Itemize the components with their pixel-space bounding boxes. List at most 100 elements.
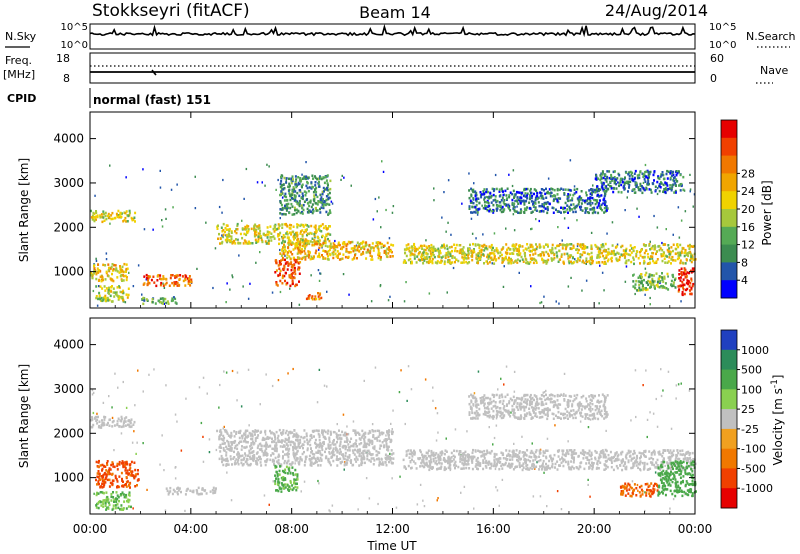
- velocity-echo-cell: [275, 447, 278, 450]
- velocity-echo-cell: [297, 444, 300, 448]
- power-echo-cell: [293, 276, 296, 280]
- power-echo-cell: [297, 249, 300, 252]
- power-noise-cell: [381, 160, 383, 163]
- velocity-echo-cell: [221, 457, 224, 461]
- velocity-echo-cell: [363, 440, 366, 443]
- power-echo-cell: [676, 257, 679, 261]
- power-echo-cell: [118, 271, 121, 274]
- velocity-echo-cell: [345, 459, 348, 462]
- power-noise-cell: [277, 178, 279, 182]
- velocity-echo-cell: [257, 458, 260, 462]
- velocity-echo-cell: [281, 439, 284, 442]
- power-echo-cell: [227, 232, 230, 236]
- velocity-echo-cell: [272, 447, 275, 451]
- power-echo-cell: [308, 232, 310, 236]
- power-echo-cell: [325, 210, 328, 214]
- velocity-echo-cell: [104, 504, 107, 508]
- velocity-echo-cell: [306, 442, 309, 446]
- power-echo-cell: [639, 170, 642, 174]
- power-echo-cell: [336, 254, 339, 257]
- power-echo-cell: [97, 269, 100, 273]
- power-colorbar-segment: [721, 137, 737, 156]
- power-echo-cell: [641, 255, 644, 259]
- power-echo-cell: [103, 219, 106, 222]
- power-noise-cell: [558, 302, 560, 305]
- power-echo-cell: [682, 247, 685, 250]
- velocity-echo-cell: [251, 451, 254, 454]
- power-echo-cell: [302, 203, 305, 207]
- power-echo-cell: [328, 212, 331, 215]
- power-echo-cell: [325, 195, 328, 198]
- power-echo-cell: [543, 189, 545, 192]
- velocity-echo-cell: [363, 444, 366, 447]
- power-echo-cell: [476, 257, 478, 261]
- velocity-noise-cell: [498, 504, 500, 507]
- power-echo-cell: [473, 250, 476, 254]
- velocity-echo-cell: [244, 430, 247, 434]
- power-echo-cell: [281, 249, 284, 252]
- power-echo-cell: [546, 243, 549, 246]
- velocity-echo-cell: [252, 459, 255, 462]
- power-echo-cell: [571, 198, 574, 202]
- power-echo-cell: [415, 247, 418, 251]
- velocity-echo-cell: [333, 438, 335, 442]
- power-echo-cell: [609, 180, 612, 184]
- velocity-echo-cell: [294, 445, 297, 448]
- velocity-echo-cell: [124, 466, 127, 470]
- velocity-echo-cell: [288, 462, 291, 466]
- power-echo-cell: [648, 262, 650, 265]
- power-echo-cell: [648, 176, 650, 179]
- power-echo-cell: [648, 275, 651, 278]
- velocity-echo-cell: [364, 432, 367, 435]
- velocity-echo-cell: [283, 440, 286, 443]
- velocity-echo-cell: [296, 436, 299, 439]
- velocity-echo-cell: [319, 442, 322, 445]
- power-echo-cell: [324, 203, 327, 207]
- velocity-echo-cell: [185, 489, 188, 493]
- power-echo-cell: [501, 258, 504, 261]
- power-echo-cell: [297, 256, 300, 259]
- power-echo-cell: [90, 209, 92, 213]
- velocity-noise-cell: [316, 401, 319, 404]
- power-echo-cell: [308, 242, 311, 246]
- power-echo-cell: [656, 258, 659, 261]
- power-echo-cell: [369, 254, 372, 257]
- power-echo-cell: [597, 177, 600, 180]
- power-echo-cell: [292, 225, 295, 228]
- power-echo-cell: [622, 253, 625, 257]
- power-echo-cell: [601, 261, 604, 264]
- power-echo-cell: [146, 282, 149, 286]
- power-echo-cell: [441, 244, 444, 247]
- power-echo-cell: [655, 252, 657, 256]
- velocity-noise-cell: [398, 391, 401, 394]
- velocity-noise-cell: [371, 423, 374, 426]
- velocity-echo-cell: [378, 447, 381, 450]
- power-echo-cell: [633, 188, 636, 191]
- power-noise-cell: [503, 265, 505, 268]
- power-echo-cell: [115, 293, 118, 296]
- power-echo-cell: [567, 193, 570, 196]
- velocity-echo-cell: [274, 449, 277, 452]
- velocity-echo-cell: [223, 428, 226, 432]
- power-echo-cell: [286, 268, 289, 271]
- velocity-noise-cell: [669, 507, 671, 510]
- velocity-echo-cell: [308, 440, 311, 443]
- velocity-echo-cell: [253, 454, 256, 457]
- velocity-echo-cell: [127, 498, 130, 501]
- power-echo-cell: [542, 203, 545, 206]
- velocity-echo-cell: [238, 430, 241, 434]
- power-echo-cell: [157, 274, 160, 277]
- velocity-heatmap: [90, 365, 697, 513]
- power-echo-cell: [184, 277, 187, 280]
- power-echo-cell: [436, 249, 439, 252]
- power-echo-cell: [301, 235, 304, 238]
- power-echo-cell: [315, 190, 318, 194]
- velocity-echo-cell: [287, 449, 290, 452]
- velocity-noise-cell: [652, 412, 655, 415]
- power-echo-cell: [627, 173, 630, 176]
- velocity-noise-cell: [481, 396, 483, 399]
- velocity-echo-cell: [122, 493, 125, 496]
- power-echo-cell: [320, 201, 323, 204]
- velocity-echo-cell: [348, 449, 351, 452]
- power-echo-cell: [321, 234, 324, 238]
